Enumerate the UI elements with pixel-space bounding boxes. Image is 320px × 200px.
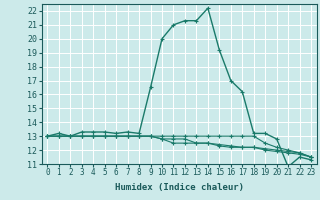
X-axis label: Humidex (Indice chaleur): Humidex (Indice chaleur) <box>115 183 244 192</box>
